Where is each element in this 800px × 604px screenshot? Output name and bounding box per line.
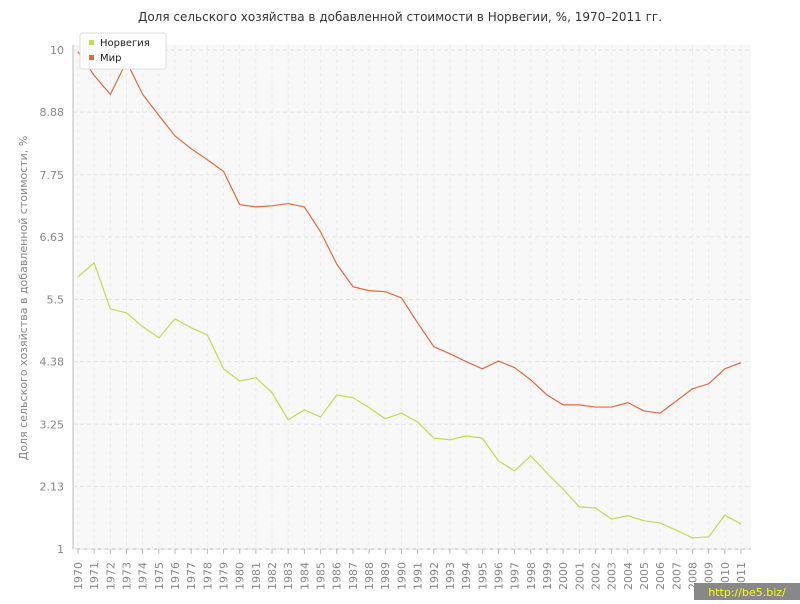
x-tick-label: 1987 [347,562,360,590]
legend-swatch [89,40,94,45]
x-tick-label: 1981 [250,562,263,590]
x-tick-label: 1973 [121,562,134,590]
legend-box [79,32,167,70]
y-tick-label: 3.25 [40,418,65,431]
x-tick-label: 1992 [428,562,441,590]
x-tick-label: 2004 [622,562,635,590]
y-tick-label: 6.63 [40,231,65,244]
legend-label: Норвегия [100,38,150,49]
x-tick-label: 1989 [379,562,392,590]
y-tick-label: 7.75 [40,169,65,182]
x-tick-label: 2010 [719,562,732,590]
x-tick-label: 1990 [395,562,408,590]
y-axis-label: Доля сельского хозяйства в добавленной с… [17,136,30,461]
x-tick-label: 2003 [606,562,619,590]
watermark: http://be5.biz/ [708,586,786,599]
x-tick-label: 1982 [266,562,279,590]
x-tick-label: 1983 [282,562,295,590]
y-tick-label: 8.88 [40,106,65,119]
series-line [77,51,742,414]
x-tick-label: 1974 [137,562,150,590]
x-tick-label: 2005 [638,562,651,590]
x-tick-label: 1994 [460,562,473,590]
x-tick-label: 1976 [169,562,182,590]
y-tick-label: 10 [50,44,64,57]
x-tick-label: 2009 [703,562,716,590]
x-tick-label: 2008 [686,562,699,590]
legend-swatch [89,55,94,60]
x-tick-label: 1997 [509,562,522,590]
x-tick-label: 1971 [88,562,101,590]
x-tick-label: 1986 [331,562,344,590]
x-tick-label: 2001 [573,562,586,590]
x-tick-label: 2002 [589,562,602,590]
x-tick-label: 2006 [654,562,667,590]
x-tick-label: 1979 [218,562,231,590]
x-tick-label: 1984 [298,562,311,590]
x-tick-label: 1988 [363,562,376,590]
plot-area [73,45,751,549]
x-tick-label: 2000 [557,562,570,590]
y-tick-label: 5.5 [47,294,65,307]
y-tick-label: 2.13 [40,480,65,493]
x-tick-label: 1993 [444,562,457,590]
x-tick-label: 1972 [104,562,117,590]
x-tick-label: 2011 [735,562,748,590]
chart-title: Доля сельского хозяйства в добавленной с… [138,10,662,24]
legend-label: Мир [100,53,121,64]
x-tick-label: 1977 [185,562,198,590]
x-tick-label: 1998 [525,562,538,590]
y-tick-label: 1 [57,543,64,556]
x-tick-label: 1995 [476,562,489,590]
x-tick-label: 1985 [315,562,328,590]
x-tick-label: 1978 [201,562,214,590]
x-tick-label: 1991 [412,562,425,590]
x-tick-label: 1980 [234,562,247,590]
x-tick-label: 2007 [670,562,683,590]
x-tick-label: 1996 [492,562,505,590]
series-line [77,261,742,539]
watermark-bg [694,583,800,600]
x-tick-label: 1975 [153,562,166,590]
x-tick-label: 1970 [72,562,85,590]
y-tick-label: 4.38 [40,356,65,369]
x-tick-label: 1999 [541,562,554,590]
